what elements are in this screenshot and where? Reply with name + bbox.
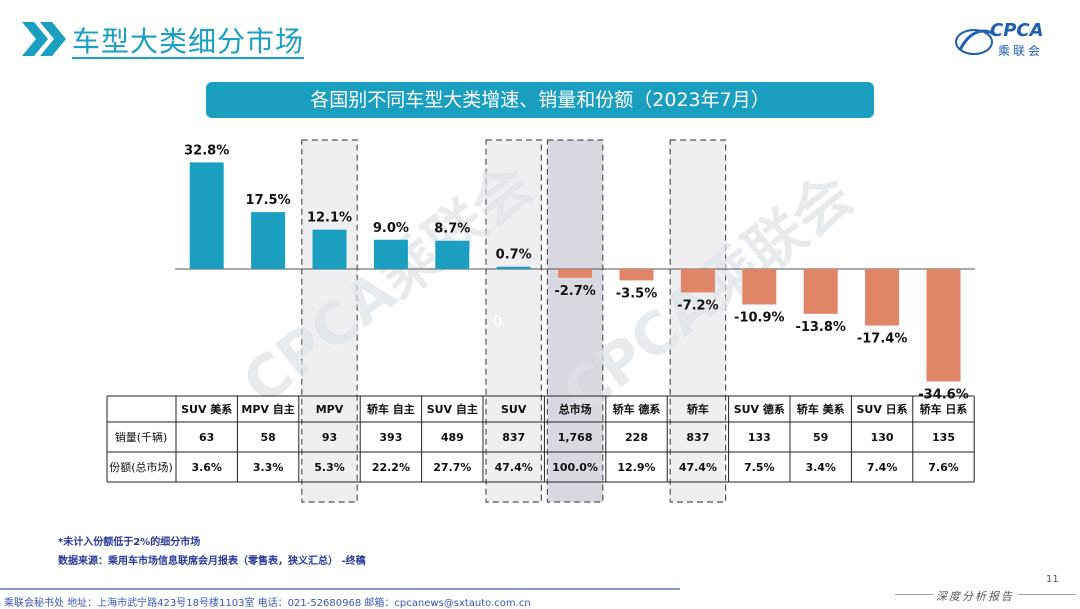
bar: [312, 229, 347, 269]
bar: [373, 239, 408, 269]
data-label: 17.5%: [246, 193, 291, 208]
data-label: -7.2%: [677, 298, 718, 313]
divider: [895, 594, 933, 595]
notes: *未计入份额低于2%的细分市场 数据来源：乘用车市场信息联席会月报表（零售表，狭…: [58, 533, 366, 571]
table-cell: 3.6%: [191, 461, 222, 474]
bar: [496, 266, 531, 269]
highlight-box: [669, 139, 727, 503]
tick-label: 轿车 德系: [613, 402, 661, 416]
tick-label: 轿车 自主: [367, 402, 415, 416]
logo-text: CPCA: [990, 20, 1044, 41]
tick-label: MPV: [316, 403, 344, 416]
table-cell: 3.3%: [253, 461, 284, 474]
bar: [803, 269, 838, 314]
table-cell: 837: [502, 431, 525, 444]
data-label: -17.4%: [857, 332, 908, 347]
bar: [619, 269, 654, 281]
table-cell: 47.4%: [495, 461, 533, 474]
table-cell: 489: [441, 431, 464, 444]
table-cell: 7.5%: [744, 461, 775, 474]
logo-subtitle: 乘联会: [998, 44, 1044, 58]
stray-zero-label: 0: [493, 314, 502, 330]
table-cell: 837: [686, 431, 709, 444]
table-cell: 27.7%: [433, 461, 471, 474]
table-cell: 133: [748, 431, 771, 444]
note-source: 数据来源：乘用车市场信息联席会月报表（零售表，狭义汇总） -终稿: [58, 556, 366, 567]
bar: [742, 269, 777, 305]
table-cell: 5.3%: [314, 461, 345, 474]
table-cell: 7.6%: [928, 461, 959, 474]
tick-label: SUV 自主: [427, 402, 478, 416]
table-cell: 12.9%: [617, 461, 655, 474]
footer-contact: 乘联会秘书处 地址：上海市武宁路423号18号楼1103室 电话：021-526…: [4, 598, 531, 609]
tick-label: SUV 德系: [734, 402, 785, 416]
table-cell: 22.2%: [372, 461, 410, 474]
bar: [189, 162, 224, 269]
table-cell: 3.4%: [805, 461, 836, 474]
note-exclusion: *未计入份额低于2%的细分市场: [58, 537, 201, 548]
data-label: -2.7%: [554, 284, 595, 299]
data-label: -3.5%: [616, 286, 657, 301]
tick-label: 轿车 美系: [797, 402, 845, 416]
tick-label: 轿车: [687, 402, 709, 416]
bar: [251, 212, 286, 269]
highlight-box: [301, 139, 358, 503]
table-cell: 93: [322, 431, 337, 444]
bar: [865, 269, 900, 326]
cpca-logo-icon: [955, 29, 995, 55]
table-cell: 228: [625, 431, 648, 444]
chevron-right-icon: [22, 22, 66, 56]
data-label: 12.1%: [307, 211, 352, 226]
table-cell: 130: [871, 431, 894, 444]
highlight-box: [485, 139, 543, 503]
table-cell: 63: [199, 431, 214, 444]
data-label: 8.7%: [434, 222, 470, 237]
tick-label: MPV 自主: [241, 402, 294, 416]
bar: [558, 269, 593, 278]
table-cell: 59: [813, 431, 828, 444]
table-cell: 1,768: [558, 431, 593, 444]
table-cell: 393: [379, 431, 402, 444]
table-cell: 100.0%: [552, 461, 598, 474]
tick-label: SUV 日系: [856, 402, 907, 416]
page-title: 车型大类细分市场: [72, 25, 305, 58]
tick-label: SUV: [501, 403, 527, 416]
tick-label: 总市场: [559, 402, 592, 416]
data-label: -34.6%: [918, 387, 969, 402]
table-row-label: 销量(千辆): [115, 430, 168, 444]
data-label: 32.8%: [184, 143, 229, 158]
data-label: 9.0%: [373, 221, 409, 236]
table-cell: 47.4%: [679, 461, 717, 474]
tick-label: SUV 美系: [181, 402, 232, 416]
bar: [435, 240, 470, 269]
highlight-box: [546, 139, 604, 503]
data-label: 0.7%: [496, 248, 532, 263]
table-cell: 135: [932, 431, 955, 444]
chart-banner-title: 各国别不同车型大类增速、销量和份额（2023年7月）: [206, 82, 874, 118]
bar: [926, 269, 961, 382]
table-row-label: 份额(总市场): [109, 460, 173, 474]
divider: [1018, 594, 1076, 595]
data-label: -13.8%: [795, 320, 846, 335]
bar: [680, 269, 715, 293]
table-cell: 7.4%: [867, 461, 898, 474]
report-label: 深度分析报告: [936, 590, 1014, 603]
data-label: -10.9%: [734, 310, 785, 325]
page-number: 11: [1046, 574, 1059, 585]
table-cell: 58: [260, 431, 275, 444]
tick-label: 轿车 日系: [920, 402, 968, 416]
